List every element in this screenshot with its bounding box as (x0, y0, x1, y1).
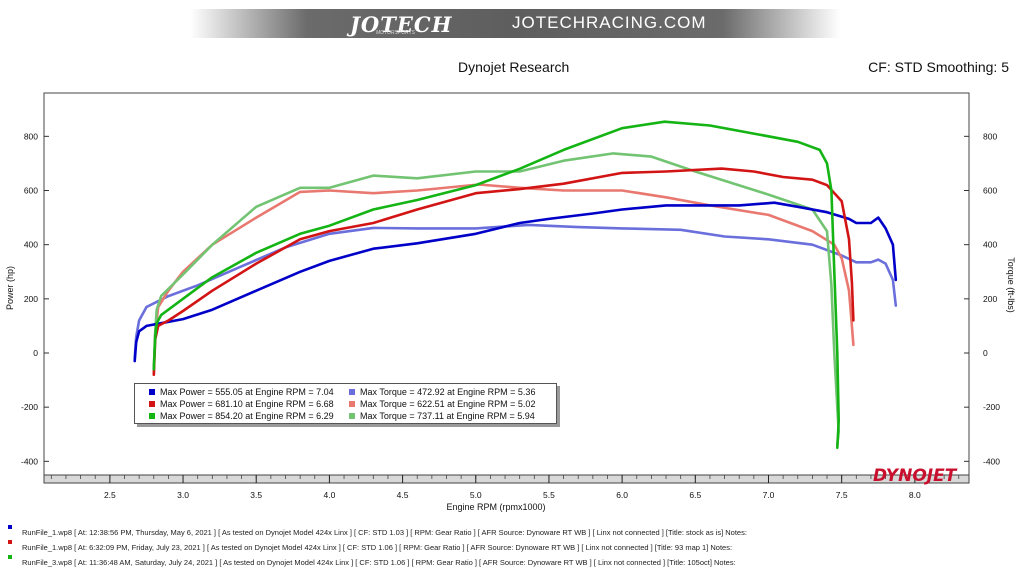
y-tick-label-right: 400 (983, 240, 997, 250)
legend-power-3: Max Power = 854.20 at Engine RPM = 6.29 (149, 410, 334, 422)
x-tick-label: 7.0 (763, 490, 775, 500)
y-tick-label-left: 400 (24, 240, 38, 250)
y-axis-title-right: Torque (ft-lbs) (1006, 257, 1016, 313)
y-tick-label-left: 200 (24, 294, 38, 304)
dynojet-logo: DYNOJET (873, 466, 957, 486)
x-tick-label: 4.0 (323, 490, 335, 500)
legend-torque-1-label: Max Torque = 472.92 at Engine RPM = 5.36 (360, 387, 536, 397)
run-swatch (8, 555, 12, 559)
legend-power-2: Max Power = 681.10 at Engine RPM = 6.68 (149, 398, 334, 410)
legend-swatch (349, 389, 355, 395)
legend-torque-2-label: Max Torque = 622.51 at Engine RPM = 5.02 (360, 399, 536, 409)
series-line-6 (152, 152, 841, 447)
y-tick-label-right: 800 (983, 131, 997, 141)
x-axis-title: Engine RPM (rpmx1000) (446, 502, 545, 512)
run-file-text: RunFile_1.wp8 [ At: 6:32:09 PM, Friday, … (22, 543, 733, 552)
y-tick-label-right: 0 (983, 348, 988, 358)
series-line-1 (133, 201, 898, 363)
y-tick-label-left: 0 (33, 348, 38, 358)
run-file-text: RunFile_3.wp8 [ At: 11:36:48 AM, Saturda… (22, 558, 736, 567)
y-tick-label-left: 800 (24, 131, 38, 141)
legend-swatch (149, 401, 155, 407)
legend-torque-1: Max Torque = 472.92 at Engine RPM = 5.36 (349, 386, 535, 398)
legend-power-1-label: Max Power = 555.05 at Engine RPM = 7.04 (160, 387, 334, 397)
run-file-row: RunFile_3.wp8 [ At: 11:36:48 AM, Saturda… (8, 555, 747, 570)
chart-legend: Max Power = 555.05 at Engine RPM = 7.04 … (134, 383, 557, 424)
series-layer (133, 120, 898, 450)
y-ticks-left: -400 -200 0 200 400 600 800 (21, 131, 49, 466)
legend-swatch (349, 413, 355, 419)
x-ticks: 2.5 3.0 3.5 4.0 4.5 5.0 5.5 6.0 6.5 7.0 7.5 8.0 (50, 475, 960, 500)
y-axis-title-left: Power (hp) (5, 266, 15, 310)
x-tick-label: 6.5 (689, 490, 701, 500)
x-tick-label: 7.5 (836, 490, 848, 500)
legend-power-1: Max Power = 555.05 at Engine RPM = 7.04 (149, 386, 334, 398)
x-tick-label: 3.0 (177, 490, 189, 500)
x-tick-label: 2.5 (104, 490, 116, 500)
run-swatch (8, 540, 12, 544)
series-line-2 (152, 167, 855, 377)
run-file-list: RunFile_1.wp8 [ At: 12:38:56 PM, Thursda… (8, 525, 747, 570)
series-line-4 (133, 223, 898, 360)
x-tick-label: 3.5 (250, 490, 262, 500)
x-axis-band (43, 474, 970, 484)
run-file-row: RunFile_1.wp8 [ At: 12:38:56 PM, Thursda… (8, 525, 747, 540)
y-tick-label-right: 200 (983, 294, 997, 304)
run-file-row: RunFile_1.wp8 [ At: 6:32:09 PM, Friday, … (8, 540, 747, 555)
legend-torque-3-label: Max Torque = 737.11 at Engine RPM = 5.94 (360, 411, 535, 421)
y-tick-label-right: -400 (983, 456, 1000, 466)
y-ticks-right: -400 -200 0 200 400 600 800 (964, 131, 1000, 466)
x-tick-label: 5.5 (543, 490, 555, 500)
header-banner: JOTECH MOTORSPORTS JOTECHRACING.COM (190, 9, 840, 38)
legend-torque-2: Max Torque = 622.51 at Engine RPM = 5.02 (349, 398, 535, 410)
x-tick-label: 5.0 (470, 490, 482, 500)
legend-power-3-label: Max Power = 854.20 at Engine RPM = 6.29 (160, 411, 334, 421)
chart-title: Dynojet Research (458, 59, 570, 75)
y-tick-label-right: -200 (983, 402, 1000, 412)
series-line-3 (152, 120, 841, 450)
y-tick-label-left: -200 (21, 402, 38, 412)
cf-smoothing-label: CF: STD Smoothing: 5 (868, 59, 1009, 75)
x-tick-label: 6.0 (616, 490, 628, 500)
x-tick-label: 8.0 (909, 490, 921, 500)
y-tick-label-left: 600 (24, 186, 38, 196)
x-tick-label: 4.5 (397, 490, 409, 500)
run-file-text: RunFile_1.wp8 [ At: 12:38:56 PM, Thursda… (22, 528, 747, 537)
site-url: JOTECHRACING.COM (512, 13, 707, 32)
jotech-logo: JOTECH (350, 12, 453, 37)
y-tick-label-left: -400 (21, 456, 38, 466)
legend-power-2-label: Max Power = 681.10 at Engine RPM = 6.68 (160, 399, 334, 409)
series-line-5 (152, 183, 855, 377)
legend-torque-3: Max Torque = 737.11 at Engine RPM = 5.94 (349, 410, 535, 422)
jotech-logo-sub: MOTORSPORTS (376, 30, 415, 36)
y-tick-label-right: 600 (983, 186, 997, 196)
legend-swatch (149, 413, 155, 419)
legend-swatch (149, 389, 155, 395)
legend-swatch (349, 401, 355, 407)
run-swatch (8, 525, 12, 529)
